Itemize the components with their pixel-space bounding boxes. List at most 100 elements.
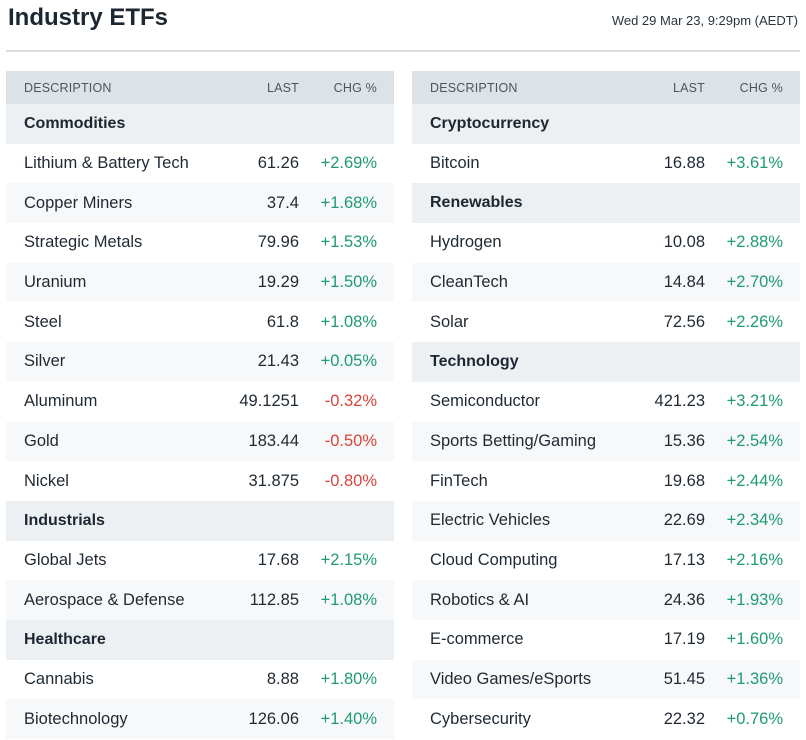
- category-header: Industrials: [6, 500, 394, 541]
- etf-name[interactable]: Gold: [24, 431, 59, 450]
- table-row[interactable]: E-commerce 17.19 +1.60%: [412, 619, 800, 660]
- right-etf-table: DESCRIPTION LAST CHG % Cryptocurrency Bit…: [412, 71, 800, 739]
- change-percent: +0.76%: [726, 709, 783, 728]
- last-price: 49.1251: [239, 392, 299, 411]
- table-row[interactable]: Copper Miners 37.4 +1.68%: [6, 183, 394, 224]
- last-price: 10.08: [663, 233, 705, 252]
- left-rows: Commodities Lithium & Battery Tech 61.26 +2…: [6, 104, 394, 739]
- table-row[interactable]: Aerospace & Defense 112.85 +1.08%: [6, 580, 394, 620]
- etf-name[interactable]: Cloud Computing: [430, 550, 558, 569]
- etf-name[interactable]: E-commerce: [430, 630, 524, 649]
- col-description[interactable]: DESCRIPTION: [430, 80, 518, 95]
- last-price: 112.85: [249, 590, 299, 609]
- category-label: Industrials: [24, 511, 105, 529]
- col-chg[interactable]: CHG %: [739, 80, 783, 95]
- table-header: DESCRIPTION LAST CHG %: [6, 71, 394, 104]
- last-price: 17.19: [663, 630, 705, 649]
- table-row[interactable]: Electric Vehicles 22.69 +2.34%: [412, 500, 800, 541]
- col-description[interactable]: DESCRIPTION: [24, 80, 112, 95]
- etf-name[interactable]: Biotechnology: [24, 709, 128, 728]
- etf-name[interactable]: Nickel: [24, 471, 69, 490]
- last-price: 19.29: [257, 273, 299, 292]
- category-header: Healthcare: [6, 619, 394, 660]
- etf-name[interactable]: Sports Betting/Gaming: [430, 431, 596, 450]
- table-row[interactable]: Aluminum 49.1251 -0.32%: [6, 381, 394, 422]
- table-row[interactable]: Global Jets 17.68 +2.15%: [6, 540, 394, 581]
- table-row[interactable]: Biotechnology 126.06 +1.40%: [6, 699, 394, 739]
- category-label: Technology: [430, 352, 519, 370]
- etf-name[interactable]: CleanTech: [430, 273, 508, 292]
- etf-name[interactable]: Solar: [430, 312, 469, 331]
- last-price: 61.8: [266, 312, 299, 331]
- category-label: Cryptocurrency: [430, 114, 550, 132]
- table-row[interactable]: Cloud Computing 17.13 +2.16%: [412, 540, 800, 581]
- col-last[interactable]: LAST: [672, 80, 705, 95]
- table-row[interactable]: Bitcoin 16.88 +3.61%: [412, 143, 800, 184]
- last-price: 16.88: [663, 154, 705, 173]
- right-rows: Cryptocurrency Bitcoin 16.88 +3.61% Renewabl…: [412, 104, 800, 739]
- table-row[interactable]: Nickel 31.875 -0.80%: [6, 461, 394, 501]
- table-header: DESCRIPTION LAST CHG %: [412, 71, 800, 104]
- etf-name[interactable]: Aerospace & Defense: [24, 590, 185, 609]
- etf-name[interactable]: Bitcoin: [430, 154, 480, 173]
- table-row[interactable]: Lithium & Battery Tech 61.26 +2.69%: [6, 143, 394, 184]
- last-price: 183.44: [248, 431, 299, 450]
- category-label: Commodities: [24, 114, 126, 132]
- table-row[interactable]: Uranium 19.29 +1.50%: [6, 262, 394, 303]
- etf-name[interactable]: Hydrogen: [430, 233, 502, 252]
- change-percent: +1.60%: [726, 630, 783, 649]
- etf-name[interactable]: Copper Miners: [24, 193, 133, 212]
- col-chg[interactable]: CHG %: [333, 80, 377, 95]
- etf-name[interactable]: Strategic Metals: [24, 233, 143, 252]
- etf-name[interactable]: Robotics & AI: [430, 590, 530, 609]
- change-percent: +1.68%: [320, 193, 377, 212]
- change-percent: -0.32%: [324, 392, 377, 411]
- change-percent: +2.54%: [726, 431, 783, 450]
- change-percent: +1.53%: [320, 233, 377, 252]
- change-percent: +1.36%: [726, 669, 783, 688]
- last-price: 79.96: [257, 233, 299, 252]
- change-percent: +2.16%: [726, 550, 783, 569]
- change-percent: +2.88%: [726, 233, 783, 252]
- last-price: 8.88: [266, 669, 299, 688]
- table-row[interactable]: Steel 61.8 +1.08%: [6, 302, 394, 343]
- last-price: 15.36: [663, 431, 705, 450]
- col-last[interactable]: LAST: [266, 80, 299, 95]
- etf-name[interactable]: Global Jets: [24, 550, 107, 569]
- etf-name[interactable]: Cannabis: [24, 669, 94, 688]
- table-row[interactable]: Robotics & AI 24.36 +1.93%: [412, 580, 800, 620]
- etf-name[interactable]: Cybersecurity: [430, 709, 531, 728]
- table-row[interactable]: Video Games/eSports 51.45 +1.36%: [412, 659, 800, 700]
- last-price: 126.06: [248, 709, 299, 728]
- last-price: 24.36: [663, 590, 705, 609]
- table-row[interactable]: Gold 183.44 -0.50%: [6, 421, 394, 462]
- etf-name[interactable]: Video Games/eSports: [430, 669, 592, 688]
- table-row[interactable]: Sports Betting/Gaming 15.36 +2.54%: [412, 421, 800, 462]
- change-percent: +2.44%: [726, 471, 783, 490]
- table-row[interactable]: FinTech 19.68 +2.44%: [412, 461, 800, 501]
- table-row[interactable]: CleanTech 14.84 +2.70%: [412, 262, 800, 303]
- etf-name[interactable]: Steel: [24, 312, 62, 331]
- table-row[interactable]: Semiconductor 421.23 +3.21%: [412, 381, 800, 422]
- table-row[interactable]: Cybersecurity 22.32 +0.76%: [412, 699, 800, 739]
- etf-name[interactable]: Aluminum: [24, 392, 98, 411]
- table-row[interactable]: Silver 21.43 +0.05%: [6, 342, 394, 382]
- last-price: 22.69: [663, 511, 705, 530]
- table-row[interactable]: Hydrogen 10.08 +2.88%: [412, 223, 800, 263]
- category-label: Healthcare: [24, 630, 106, 648]
- table-row[interactable]: Cannabis 8.88 +1.80%: [6, 659, 394, 700]
- last-price: 37.4: [266, 193, 299, 212]
- change-percent: +3.61%: [726, 154, 783, 173]
- change-percent: -0.80%: [324, 471, 377, 490]
- etf-name[interactable]: Semiconductor: [430, 392, 541, 411]
- last-price: 19.68: [663, 471, 705, 490]
- change-percent: +3.21%: [726, 392, 783, 411]
- table-row[interactable]: Solar 72.56 +2.26%: [412, 302, 800, 343]
- etf-name[interactable]: Lithium & Battery Tech: [24, 154, 189, 173]
- page-title: Industry ETFs: [8, 4, 169, 31]
- etf-name[interactable]: Uranium: [24, 273, 87, 292]
- table-row[interactable]: Strategic Metals 79.96 +1.53%: [6, 223, 394, 263]
- etf-name[interactable]: FinTech: [430, 471, 488, 490]
- etf-name[interactable]: Electric Vehicles: [430, 511, 551, 530]
- etf-name[interactable]: Silver: [24, 352, 66, 371]
